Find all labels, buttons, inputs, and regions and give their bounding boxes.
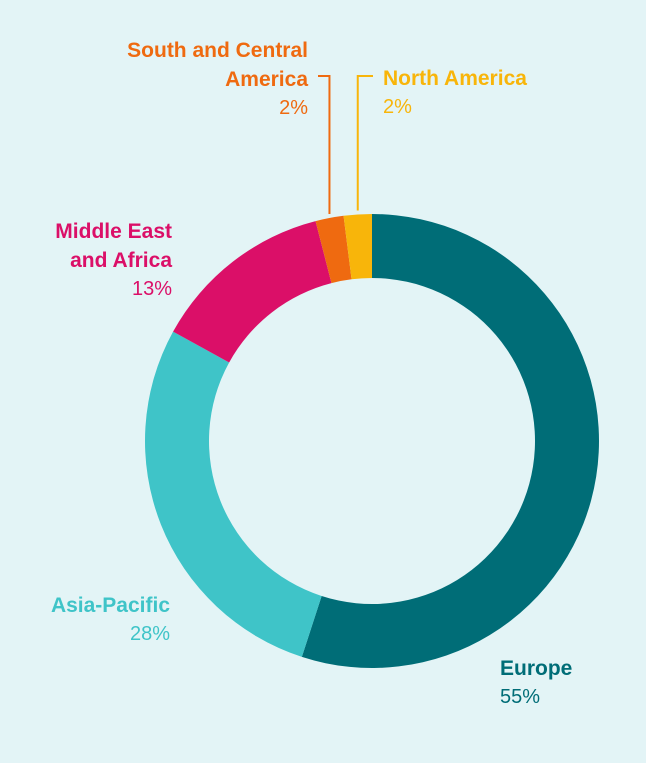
leader-line	[356, 75, 373, 211]
segment-label: North America 2%	[383, 64, 603, 122]
segment-label: Asia-Pacific 28%	[0, 591, 170, 649]
value-label: 28%	[129, 623, 170, 645]
value-label: 13%	[131, 278, 172, 300]
category-name: Europe	[500, 657, 573, 680]
value-label: 2%	[383, 96, 412, 118]
donut-segment	[343, 214, 372, 280]
category-name: Middle East and Africa	[55, 220, 172, 272]
segment-label: Middle East and Africa 13%	[22, 217, 172, 304]
donut-segment	[145, 331, 322, 657]
segment-label: South and Central America 2%	[118, 36, 308, 123]
leader-line	[318, 75, 331, 215]
donut-segment	[173, 221, 332, 363]
donut-segment	[301, 214, 600, 669]
segment-label: Europe 55%	[500, 654, 646, 712]
donut-segment	[315, 215, 352, 284]
value-label: 55%	[500, 686, 541, 708]
category-name: North America	[383, 67, 527, 90]
category-name: Asia-Pacific	[50, 594, 170, 617]
value-label: 2%	[279, 97, 308, 119]
category-name: South and Central America	[127, 39, 308, 91]
